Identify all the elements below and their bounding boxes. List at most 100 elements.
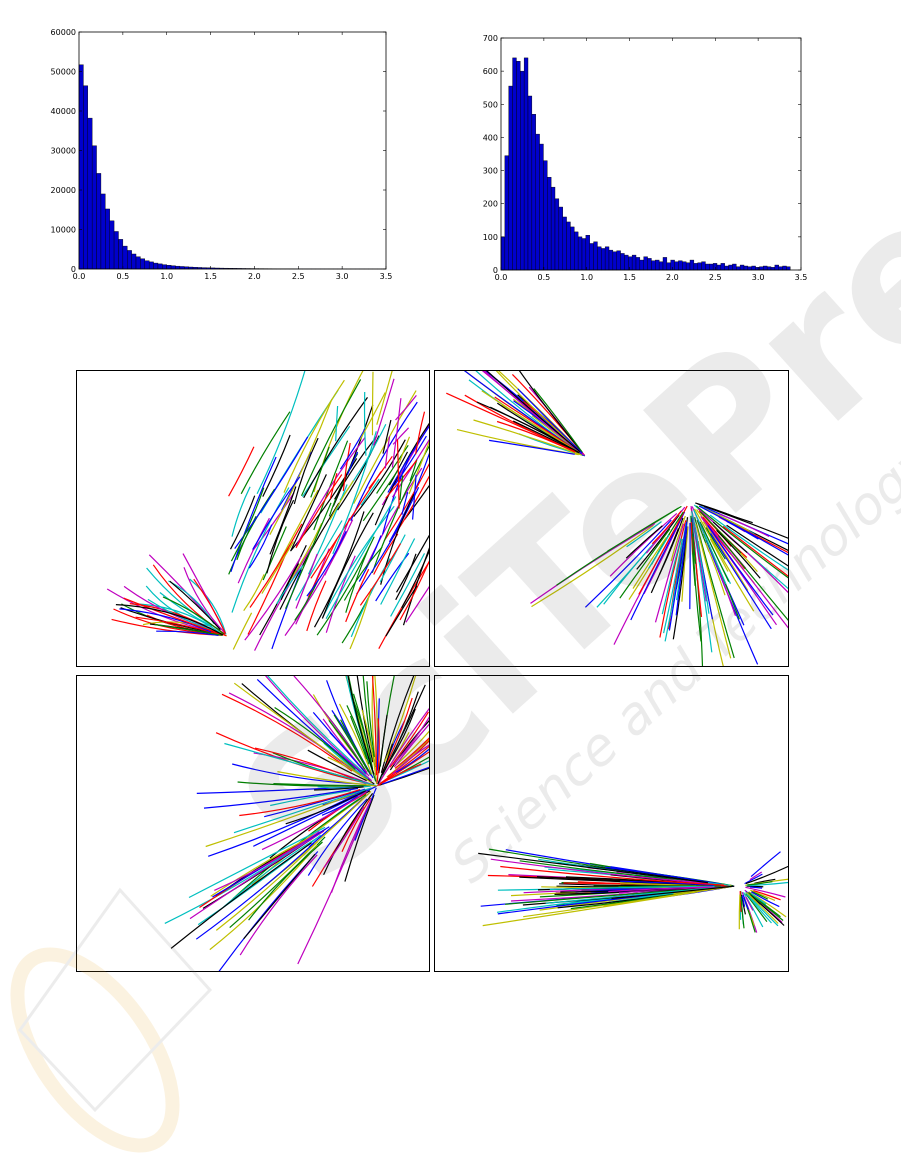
trajectory-line (387, 425, 429, 493)
histogram-bar (170, 265, 176, 270)
trajectory-line (162, 596, 225, 635)
trajectory-line (313, 511, 365, 628)
histogram-bar (612, 251, 617, 271)
trajectory-line (390, 553, 426, 617)
trajectory-line (384, 436, 391, 469)
histogram-bar (624, 254, 629, 271)
trajectory-line (344, 794, 375, 882)
trajectory-line (271, 569, 302, 650)
trajectory-line (661, 538, 682, 615)
histogram-bar (83, 85, 88, 270)
histogram-bar (593, 241, 598, 271)
trajectory-line (224, 742, 377, 787)
trajectory-line (399, 560, 429, 621)
trajectory-line (358, 535, 382, 582)
histogram-bar (639, 259, 644, 271)
trajectory-line (233, 682, 365, 778)
histogram-bar (701, 261, 706, 271)
trajectory-line (717, 535, 788, 621)
trajectory-line (323, 793, 374, 876)
trajectory-line (237, 781, 367, 787)
trajectory-line (716, 529, 761, 579)
histogram-bar (166, 265, 172, 270)
histogram-bar (504, 155, 509, 271)
trajectory-line (262, 434, 291, 497)
histogram-bar (127, 250, 132, 270)
trajectory-line (393, 730, 429, 768)
histogram-bar (747, 266, 752, 271)
trajectory-line (317, 785, 371, 789)
trajectory-line (266, 499, 295, 574)
histogram-bar (658, 261, 664, 271)
trajectory-line (293, 437, 319, 505)
histogram-bar (577, 236, 583, 271)
trajectory-line (718, 513, 770, 538)
x-tick-label: 3.0 (336, 272, 349, 281)
histogram-bar (175, 265, 181, 270)
x-tick-label: 3.5 (380, 272, 393, 281)
trajectory-line (745, 892, 772, 924)
trajectory-line (306, 580, 327, 632)
histogram-bar (118, 239, 124, 270)
trajectory-line (745, 893, 768, 923)
trajectory-line (389, 760, 429, 780)
histogram-bar (647, 258, 652, 271)
x-tick-label: 3.5 (795, 273, 808, 282)
trajectory-line (402, 547, 429, 626)
x-tick-label: 1.0 (580, 273, 593, 282)
trajectory-line (297, 810, 367, 965)
trajectory-line (394, 723, 429, 768)
histogram-bar (148, 261, 154, 270)
trajectory-line (195, 842, 315, 940)
trajectory-line (346, 451, 359, 475)
trajectory-line (329, 480, 354, 520)
trajectory-line (371, 371, 374, 436)
histogram-bar (778, 266, 783, 271)
trajectory-line (486, 371, 581, 453)
trajectory-line (378, 714, 388, 774)
histogram-bar (550, 186, 556, 271)
trajectory-line (209, 844, 318, 951)
trajectory-line (306, 530, 347, 597)
trajectory-line (744, 873, 763, 885)
trajectory-line (584, 519, 672, 608)
trajectory-line (695, 523, 732, 659)
histogram-bar (539, 143, 544, 271)
trajectory-line (248, 524, 273, 569)
trajectory-line (704, 542, 726, 596)
histogram-bar (666, 262, 671, 271)
trajectory-line (399, 475, 404, 501)
trajectory-line (750, 891, 780, 908)
x-tick-label: 3.0 (752, 273, 765, 282)
trajectory-line (703, 518, 788, 629)
trajectory-line (123, 585, 211, 629)
trajectory-line (395, 553, 417, 601)
trajectory-line (214, 831, 320, 891)
trajectory-line (383, 463, 429, 542)
trajectory-line (391, 398, 402, 468)
trajectory-line (230, 456, 277, 572)
histogram-bar (589, 243, 594, 271)
trajectory-line (290, 474, 327, 552)
trajectory-line (156, 630, 219, 636)
trajectory-line (712, 521, 748, 554)
trajectory-line (749, 886, 763, 889)
trajectory-line (495, 371, 577, 448)
trajectory-line (249, 523, 303, 608)
trajectory-line (339, 428, 366, 470)
trajectory-line (379, 534, 406, 583)
trajectory-line (670, 515, 686, 562)
trajectory-line (356, 487, 420, 595)
trajectory-line (269, 398, 333, 535)
histogram-bar (716, 264, 722, 271)
trajectory-line (371, 445, 429, 573)
trajectory-line (697, 503, 788, 539)
trajectory-line (751, 890, 769, 900)
trajectory-line (312, 712, 367, 774)
trajectory-line (361, 709, 378, 785)
trajectory-line (380, 676, 415, 773)
trajectory-line (695, 505, 788, 579)
trajectory-line (203, 787, 359, 809)
trajectory-line (691, 510, 710, 614)
trajectory-line (750, 889, 776, 901)
